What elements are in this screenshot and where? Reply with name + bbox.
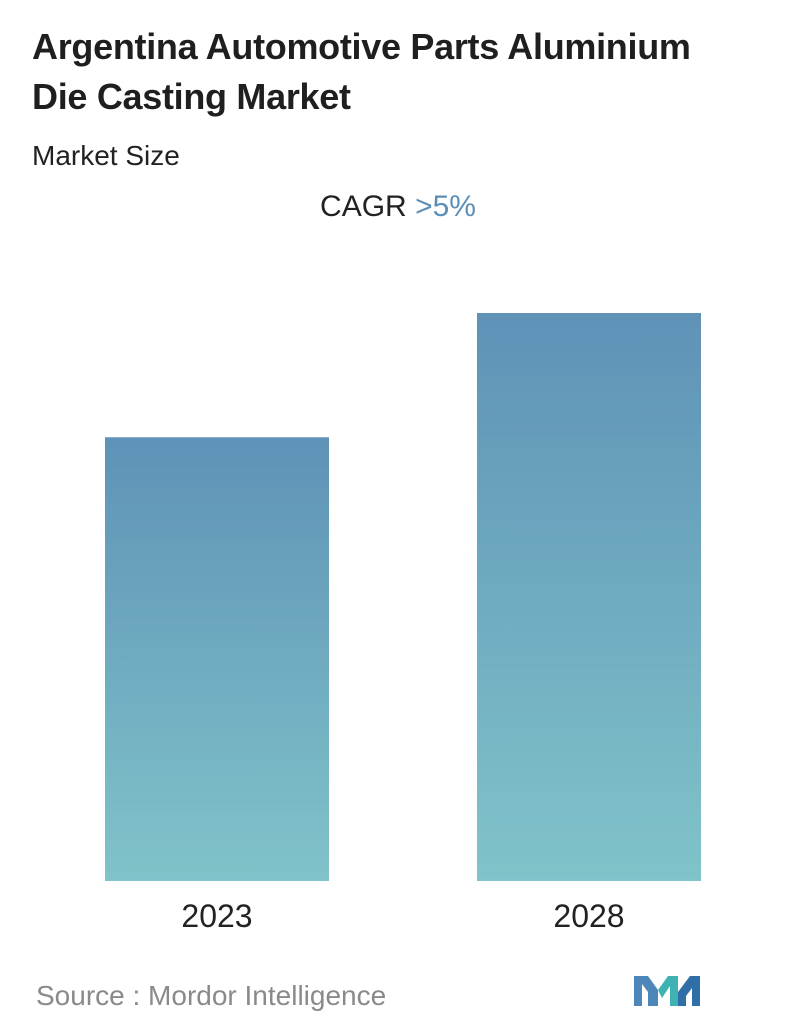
- cagr-label: CAGR: [320, 190, 407, 223]
- chart-title: Argentina Automotive Parts Aluminium Die…: [32, 26, 691, 117]
- source-text: Source : Mordor Intelligence: [36, 980, 387, 1011]
- bar-2028: [477, 313, 701, 881]
- chart-subtitle: Market Size: [32, 140, 180, 171]
- bar-2023: [105, 437, 329, 881]
- cagr-text: CAGR >5%: [0, 187, 796, 227]
- mordor-intelligence-logo-icon: [634, 976, 700, 1006]
- x-tick-label-2028: 2028: [553, 898, 624, 934]
- cagr-value: >5%: [415, 190, 476, 223]
- x-tick-label-2023: 2023: [181, 898, 252, 934]
- bar-chart: 2023 2028: [105, 313, 701, 934]
